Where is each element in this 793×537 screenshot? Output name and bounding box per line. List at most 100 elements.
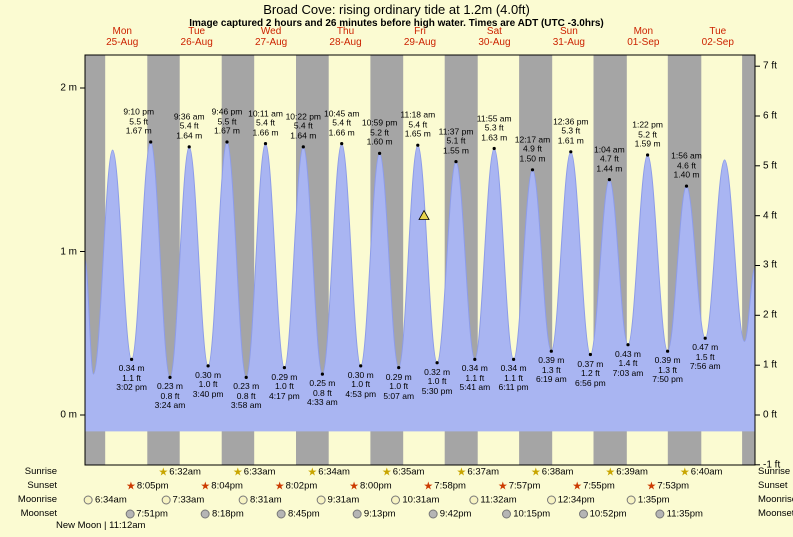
tide-extreme-dot	[646, 153, 650, 157]
high-tide-label: 9:46 pm 5.5 ft 1.67 m	[212, 107, 243, 137]
tide-label-line: 5.4 ft	[293, 120, 313, 131]
low-tide-label: 0.30 m 1.0 ft 4:53 pm	[345, 369, 376, 400]
tide-extreme-dot	[149, 140, 153, 144]
tide-label-line: 6:11 pm	[498, 382, 529, 393]
tide-label-line: 0.8 ft	[312, 387, 332, 398]
tide-label-line: 5:07 am	[383, 390, 415, 401]
y-axis-right-label: 3 ft	[763, 259, 777, 271]
tide-label-line: 3:24 am	[154, 400, 186, 411]
moonrise-circle-entry: 9:31am	[316, 494, 360, 506]
moonset-circle-icon	[655, 509, 665, 519]
tide-label-line: 11:37 pm	[438, 126, 474, 137]
sunrise-star-entry: ★ 6:34am	[307, 467, 350, 478]
sunset-star-icon: ★	[126, 479, 136, 493]
astro-event-time: 10:52pm	[589, 508, 627, 520]
y-axis-right-label: 1 ft	[763, 359, 777, 371]
tide-label-line: 1.44 m	[596, 163, 623, 174]
astro-event-time: 8:31am	[249, 494, 282, 506]
tide-label-line: 1.67 m	[125, 125, 152, 136]
astro-event-time: 9:31am	[327, 494, 360, 506]
tide-label-line: 10:22 pm	[285, 111, 322, 122]
moonset-circle-icon	[201, 509, 211, 519]
low-tide-label: 0.34 m 1.1 ft 6:11 pm	[499, 364, 529, 393]
low-tide-label: 0.39 m 1.3 ft 6:19 am	[536, 356, 567, 385]
current-tide-marker-icon	[418, 209, 430, 220]
sunset-star-entry: ★ 8:00pm	[349, 481, 392, 492]
tide-label-line: 11:18 am	[400, 109, 436, 120]
tide-label-line: 0.23 m	[157, 381, 183, 392]
day-date: 01-Sep	[627, 37, 660, 48]
moonrise-circle-entry: 12:34pm	[546, 494, 595, 506]
tide-label-line: 1.64 m	[290, 130, 317, 141]
moonrise-circle-icon	[84, 495, 94, 505]
tide-label-line: 1.1 ft	[122, 372, 142, 383]
sunset-star-entry: ★ 7:55pm	[572, 481, 615, 492]
tide-label-line: 5.5 ft	[129, 116, 149, 126]
date-label: Sun 31-Aug	[553, 26, 585, 48]
moonrise-circle-icon	[238, 495, 248, 505]
low-tide-label: 0.47 m 1.5 ft 7:56 am	[690, 343, 721, 372]
astro-row-label-left: Sunset	[27, 480, 57, 491]
astro-event-time: 1:35pm	[637, 494, 670, 506]
tide-label-line: 0.43 m	[615, 348, 641, 359]
sunrise-star-entry: ★ 6:35am	[382, 467, 425, 478]
sunset-star-icon: ★	[200, 479, 211, 493]
moonset-circle-entry: 9:42pm	[428, 509, 471, 520]
tide-label-line: 1.5 ft	[695, 351, 715, 362]
moonset-circle-icon	[428, 509, 438, 519]
tide-extreme-dot	[282, 366, 286, 370]
tide-label-line: 7:56 am	[689, 361, 721, 372]
sunrise-star-entry: ★ 6:40am	[680, 467, 723, 478]
y-axis-right-label: 4 ft	[763, 210, 777, 222]
astro-event-time: 12:34pm	[557, 494, 595, 506]
sunset-star-icon: ★	[423, 479, 434, 493]
day-date: 28-Aug	[329, 37, 362, 48]
astro-event-time: 8:04pm	[211, 480, 243, 492]
tide-label-line: 1.0 ft	[389, 381, 409, 392]
tide-label-line: 0.25 m	[309, 378, 336, 389]
tide-extreme-dot	[263, 142, 268, 146]
astro-event-time: 7:33am	[172, 494, 205, 506]
tide-label-line: 1.0 ft	[351, 379, 371, 390]
tide-label-line: 0.8 ft	[160, 390, 180, 401]
low-tide-label: 0.43 m 1.4 ft 7:03 am	[613, 348, 644, 379]
moonset-circle-icon	[578, 509, 588, 519]
tide-label-line: 3:40 pm	[192, 388, 224, 399]
tide-extreme-dot	[626, 343, 630, 347]
tide-label-line: 9:36 am	[173, 111, 205, 122]
tide-label-line: 6:19 am	[535, 374, 567, 385]
tide-label-line: 5.5 ft	[217, 116, 237, 126]
high-tide-label: 11:55 am 5.3 ft 1.63 m	[477, 113, 512, 143]
tide-label-line: 0.29 m	[385, 371, 412, 382]
astro-event-time: 6:40am	[690, 466, 723, 478]
tide-extreme-dot	[549, 349, 553, 353]
high-tide-label: 1:56 am 4.6 ft 1.40 m	[671, 151, 702, 181]
date-label: Wed 27-Aug	[255, 26, 287, 48]
y-axis-right-label: 2 ft	[763, 309, 777, 321]
tide-label-line: 0.34 m	[118, 363, 145, 374]
sunset-star-entry: ★ 7:58pm	[423, 481, 466, 492]
low-tide-label: 0.32 m 1.0 ft 5:30 pm	[422, 367, 453, 397]
tide-label-line: 6:56 pm	[575, 377, 606, 388]
tide-extreme-dot	[607, 178, 612, 182]
low-tide-label: 0.34 m 1.1 ft 5:41 am	[459, 364, 490, 393]
moonrise-circle-entry: 11:32am	[469, 495, 517, 506]
tide-label-line: 0.30 m	[347, 369, 374, 380]
tide-label-line: 1:22 pm	[632, 119, 663, 130]
sunrise-star-icon: ★	[158, 465, 169, 479]
astro-event-time: 6:32am	[169, 466, 201, 478]
astro-event-time: 10:15pm	[513, 508, 551, 520]
tide-extreme-dot	[206, 364, 210, 368]
tide-label-line: 9:10 pm	[123, 106, 155, 117]
tide-label-line: 1:04 am	[594, 144, 625, 155]
astro-event-time: 7:51pm	[136, 508, 168, 520]
high-tide-label: 9:10 pm 5.5 ft 1.67 m	[123, 106, 155, 137]
tide-label-line: 1.63 m	[481, 132, 508, 142]
tide-label-line: 1.61 m	[557, 135, 584, 146]
sunset-star-icon: ★	[497, 479, 508, 493]
y-axis-right-label: 6 ft	[763, 110, 777, 122]
moonset-circle-entry: 11:35pm	[655, 509, 703, 520]
tide-label-line: 1.66 m	[328, 127, 355, 138]
low-tide-label: 0.23 m 0.8 ft 3:58 am	[231, 382, 262, 411]
